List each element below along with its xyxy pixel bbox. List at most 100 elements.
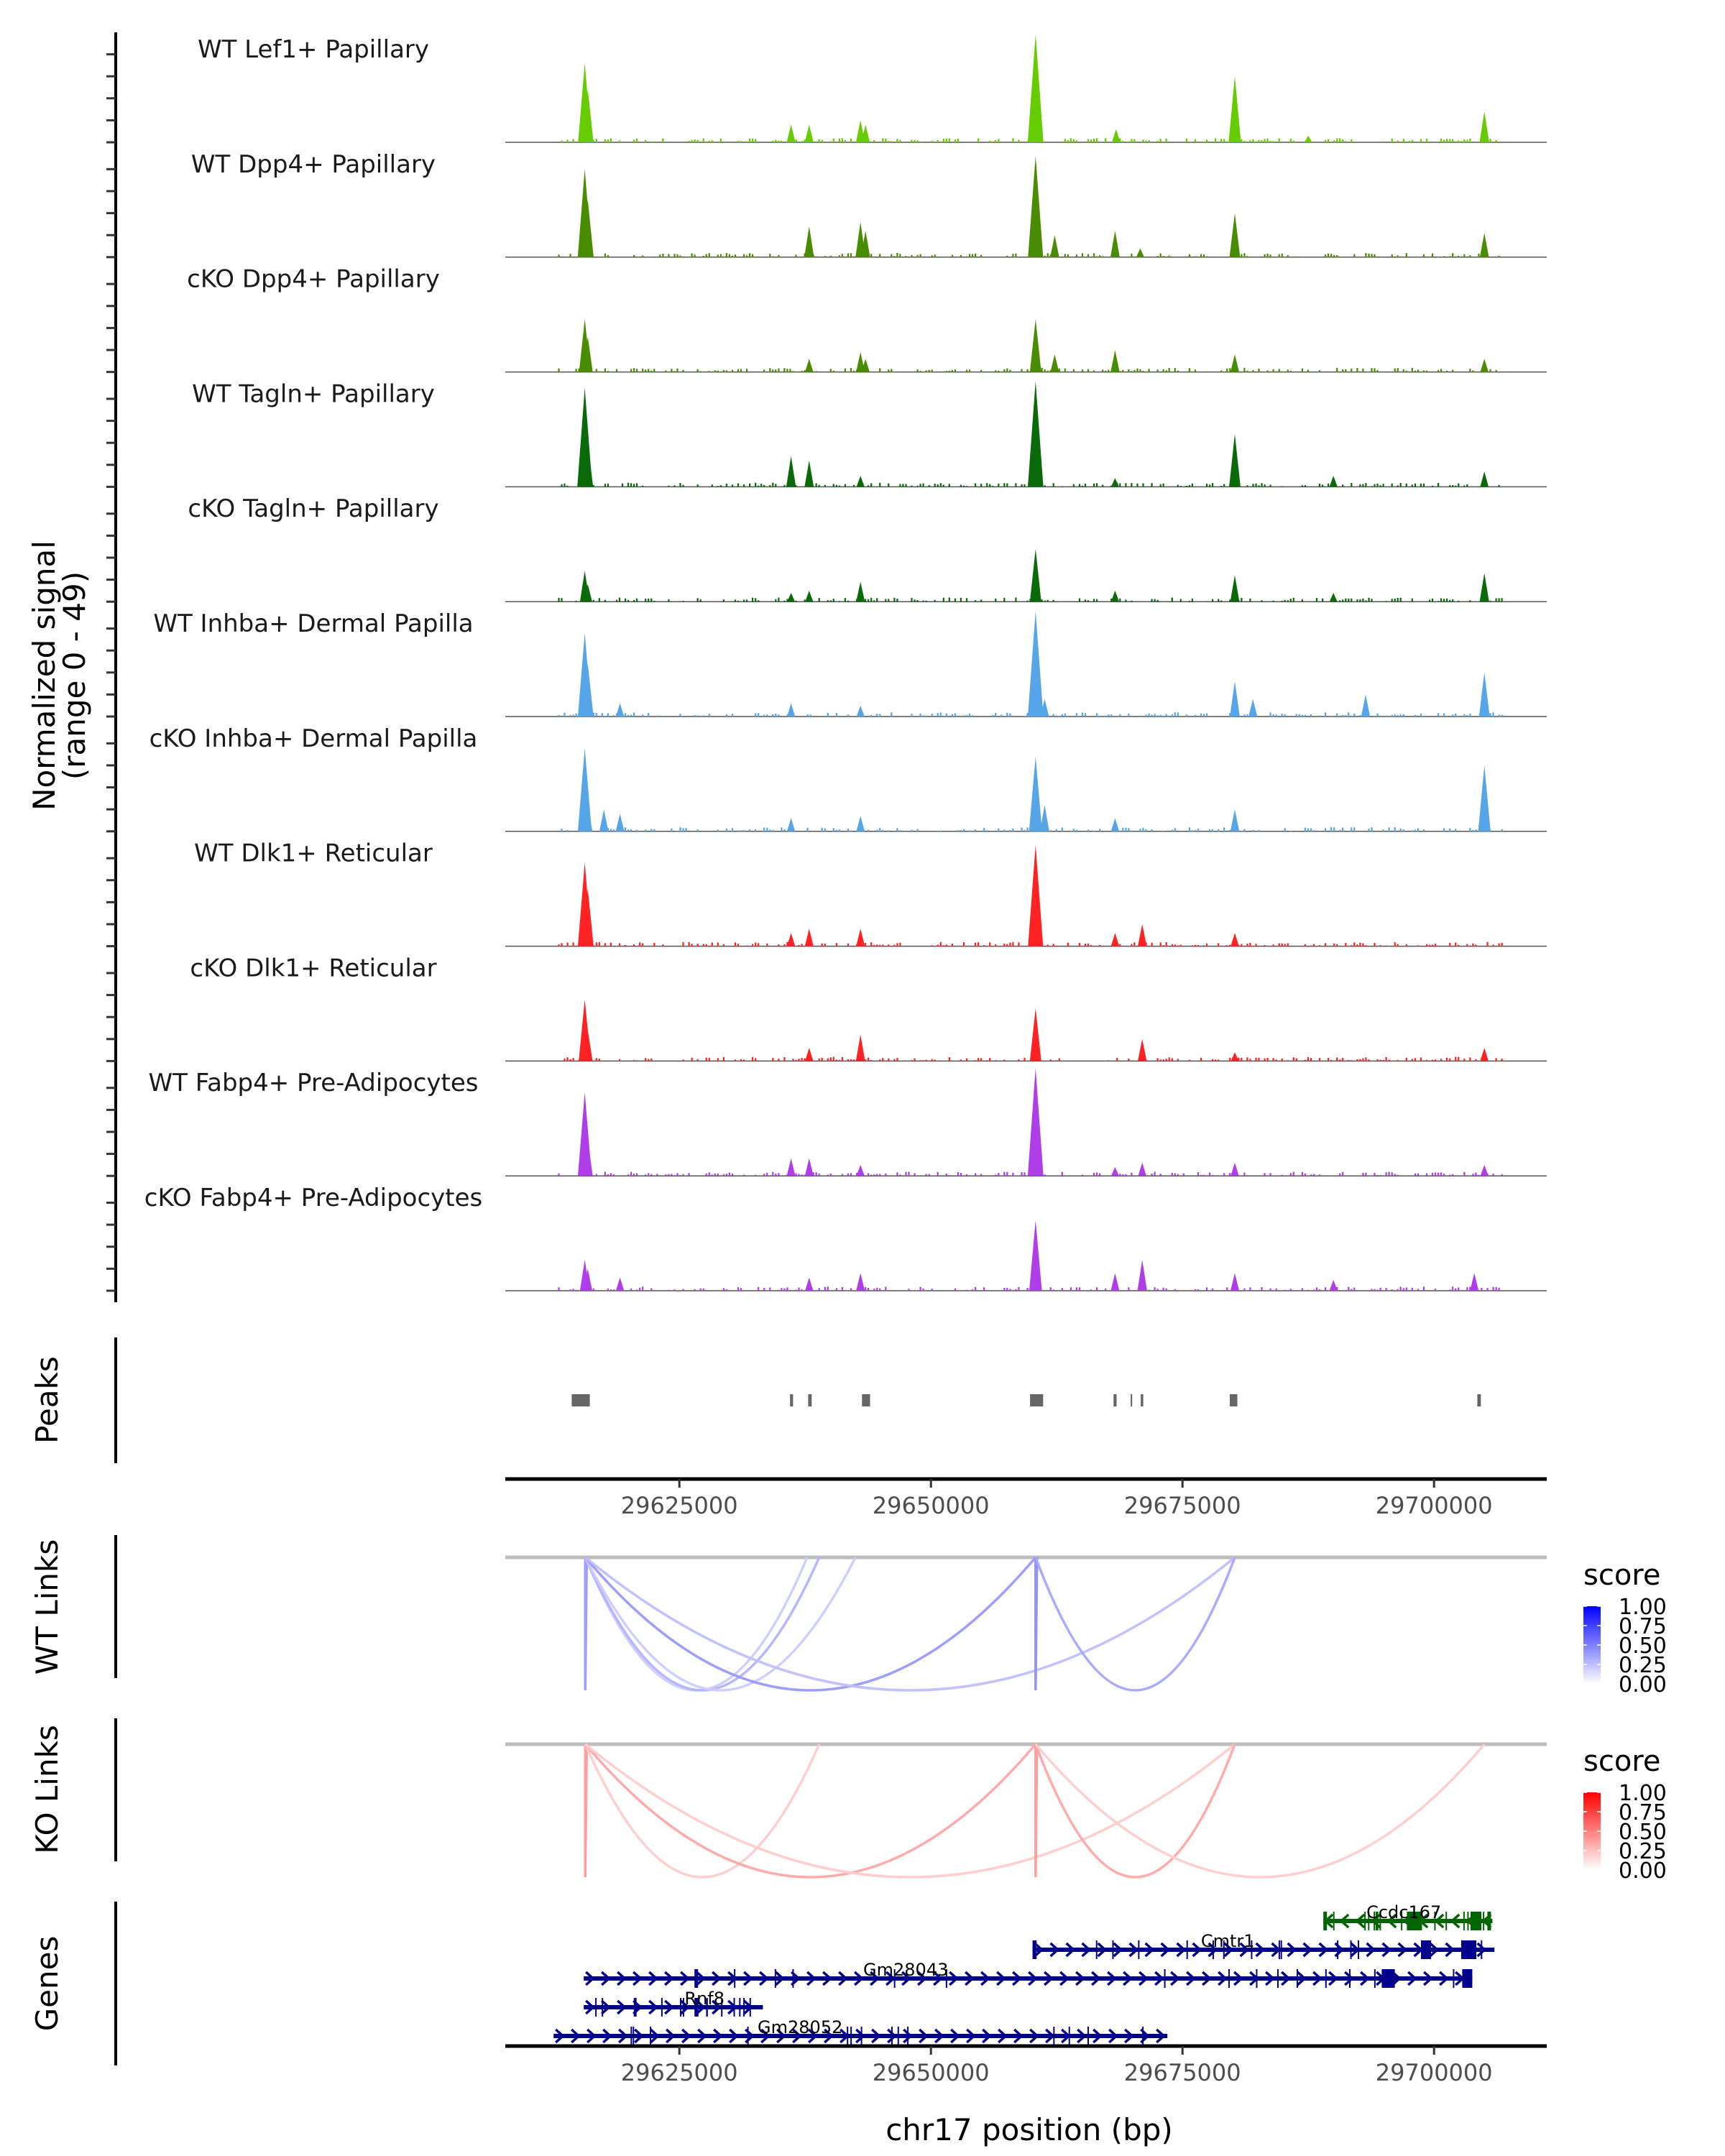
legend-title: score — [1583, 1559, 1660, 1592]
gene-label: Gm28052 — [758, 2017, 842, 2037]
signal-peak — [1110, 478, 1119, 487]
x-tick-label: 29700000 — [1376, 1492, 1493, 1519]
strand-arrow-right-icon — [965, 1971, 975, 1986]
strand-arrow-right-icon — [1186, 1971, 1196, 1986]
strand-arrow-right-icon — [838, 1971, 848, 1986]
signal-peak — [786, 703, 796, 717]
strand-arrow-right-icon — [949, 1971, 959, 1986]
signal-peak — [1478, 765, 1491, 831]
strand-arrow-right-icon — [697, 2028, 707, 2044]
strand-arrow-right-icon — [664, 1971, 674, 1986]
peak-region — [808, 1394, 812, 1406]
signal-peak — [1230, 933, 1239, 946]
gene-model: Gm28052 — [553, 2017, 1168, 2045]
signal-peak — [786, 124, 796, 142]
legend-tick-label: 0.50 — [1619, 1820, 1667, 1845]
strand-arrow-right-icon — [806, 1971, 816, 1986]
peak-region — [1477, 1394, 1481, 1406]
strand-arrow-right-icon — [901, 1971, 911, 1986]
signal-peak — [1040, 805, 1049, 831]
signal-peak — [856, 705, 865, 717]
signal-peak — [805, 590, 814, 602]
strand-arrow-right-icon — [1223, 1942, 1234, 1958]
gene-label: Rnf8 — [684, 1989, 724, 2009]
signal-peak — [787, 593, 796, 602]
peaks-x-axis: 29625000 29650000 29675000 29700000 — [505, 1477, 1547, 1519]
signal-peak — [1230, 809, 1240, 831]
x-tick-label: 29625000 — [621, 2059, 738, 2086]
strand-arrow-right-icon — [1423, 1971, 1433, 1986]
score-legend: score 1.000.750.500.250.00 — [1583, 1559, 1667, 1697]
signal-peak — [582, 336, 593, 372]
link-arc — [584, 1557, 857, 1692]
strand-arrow-right-icon — [1138, 1971, 1149, 1986]
strand-arrow-right-icon — [1077, 2028, 1087, 2044]
strand-arrow-right-icon — [727, 1999, 737, 2015]
strand-arrow-right-icon — [1297, 1971, 1307, 1986]
track-label: cKO Dpp4+ Papillary — [187, 265, 440, 294]
exon — [1407, 1912, 1422, 1930]
signal-peak — [856, 929, 865, 946]
strand-arrow-right-icon — [1344, 1971, 1354, 1986]
signal-peak — [1229, 213, 1241, 257]
signal-peak — [786, 1158, 796, 1176]
strand-arrow-right-icon — [618, 2028, 628, 2044]
signal-peak — [1228, 76, 1241, 142]
signal-peak — [804, 460, 814, 487]
signal-peak — [1248, 699, 1258, 717]
track-label: WT Dlk1+ Reticular — [194, 839, 433, 868]
signal-peak — [1136, 248, 1144, 257]
track-label: WT Lef1+ Papillary — [198, 35, 429, 64]
score-legend: score 1.000.750.500.250.00 — [1583, 1745, 1667, 1884]
ko-links-panel: KO Links — [29, 1718, 1547, 1879]
signal-peak — [856, 1273, 865, 1291]
coverage-tracks: WT Lef1+ Papillary WT Dpp4+ Papillary cKO … — [144, 34, 1547, 1291]
strand-arrow-right-icon — [1113, 1942, 1123, 1958]
background-signal — [564, 1056, 1503, 1061]
signal-peak — [583, 584, 592, 602]
gene-model: Rnf8 — [584, 1989, 763, 2017]
signal-peak — [1230, 354, 1239, 372]
signal-peak — [804, 124, 814, 142]
strand-arrow-right-icon — [822, 1971, 832, 1986]
signal-peak — [856, 581, 865, 602]
gene-model: Ccdc167 — [1323, 1902, 1493, 1930]
strand-arrow-left-icon — [1355, 1913, 1366, 1929]
exon — [1461, 1940, 1476, 1959]
signal-peak — [581, 200, 594, 257]
link-arc — [584, 1743, 589, 1878]
strand-arrow-right-icon — [601, 1971, 611, 1986]
strand-arrow-right-icon — [680, 1971, 690, 1986]
signal-peak — [1479, 111, 1489, 142]
strand-arrow-right-icon — [791, 1971, 801, 1986]
signal-peak — [1110, 1273, 1120, 1291]
strand-arrow-right-icon — [1445, 1942, 1455, 1958]
strand-arrow-right-icon — [648, 1971, 658, 1986]
strand-arrow-left-icon — [1450, 1913, 1460, 1929]
strand-arrow-right-icon — [743, 1999, 753, 2015]
ko-links-label: KO Links — [29, 1725, 65, 1854]
x-tick-label: 29675000 — [1124, 1492, 1241, 1519]
signal-peak — [855, 1034, 865, 1061]
peak-region — [1230, 1394, 1238, 1406]
legend-tick-label: 0.00 — [1619, 1858, 1667, 1884]
legend-tick-label: 0.75 — [1619, 1614, 1667, 1639]
signal-peak — [599, 809, 609, 831]
signal-peak — [1050, 354, 1059, 372]
strand-arrow-right-icon — [1233, 1971, 1243, 1986]
signal-peak — [804, 929, 814, 946]
signal-peak — [1110, 350, 1120, 372]
legend-tick-label: 0.50 — [1619, 1634, 1667, 1659]
strand-arrow-right-icon — [696, 1971, 706, 1986]
peaks-label: Peaks — [29, 1356, 65, 1444]
exon — [694, 1998, 699, 2017]
link-arc — [584, 1556, 1037, 1692]
strand-arrow-right-icon — [1328, 1971, 1338, 1986]
strand-arrow-right-icon — [696, 1999, 706, 2015]
genes-panel: Genes Ccdc167 Cmtr1 Gm28043 Rnf8 Gm28052 — [29, 1902, 1495, 2065]
peaks-panel: Peaks — [29, 1337, 1481, 1463]
signal-peak — [1480, 471, 1489, 487]
coverage-track: WT Dlk1+ Reticular — [194, 839, 1547, 947]
peak-region — [1113, 1394, 1117, 1406]
strand-arrow-right-icon — [1049, 1942, 1060, 1958]
